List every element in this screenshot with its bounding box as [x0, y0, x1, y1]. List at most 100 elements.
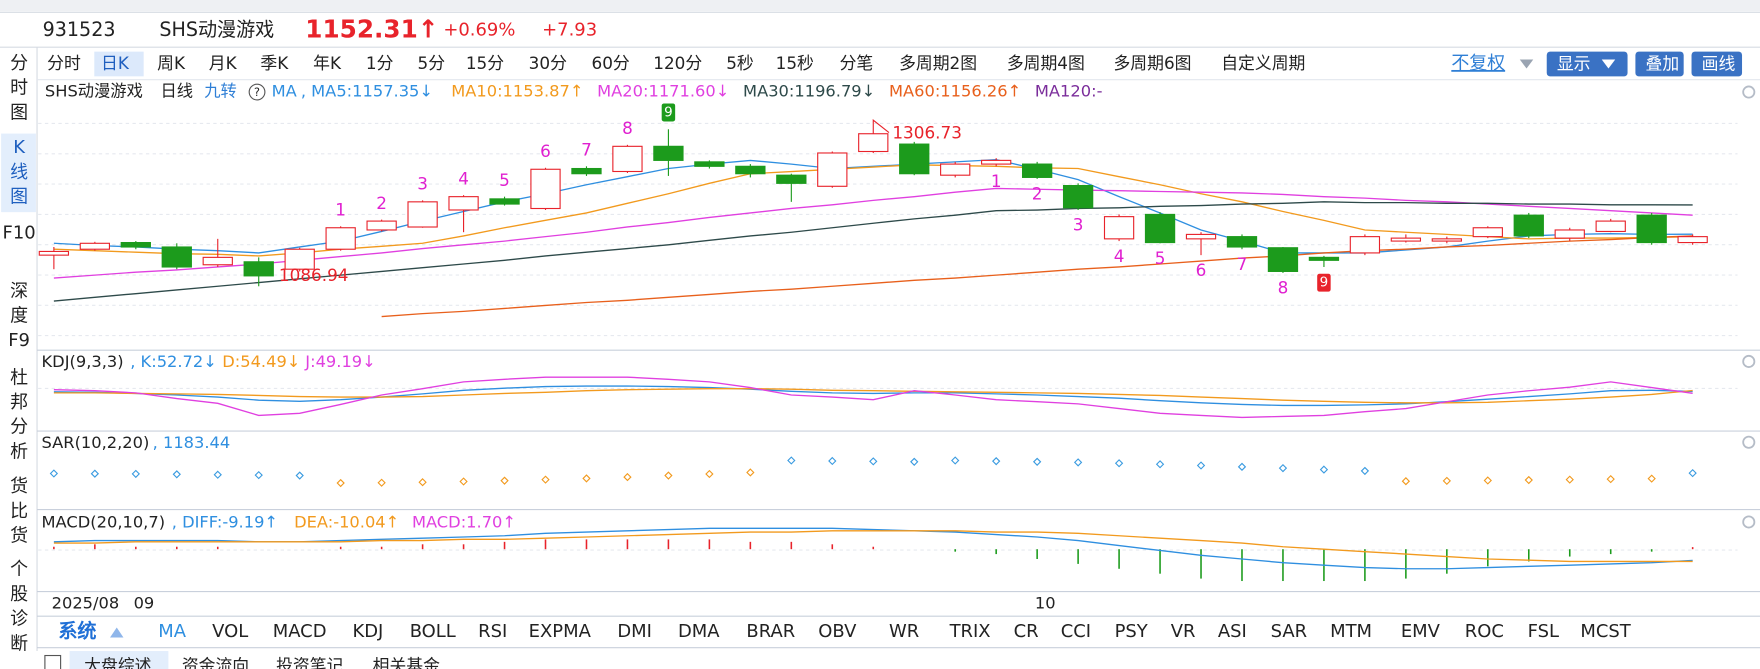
sidebar-item[interactable]: 个股诊断 [10, 559, 28, 654]
candle-body [120, 241, 151, 248]
indicator-tab[interactable]: BRAR [746, 621, 795, 642]
indicator-line [53, 530, 1693, 563]
button-arrow[interactable] [1601, 59, 1616, 69]
period-tab[interactable]: 多周期4图 [1007, 53, 1085, 73]
tab-highlight [94, 51, 144, 77]
sidebar-item[interactable]: 货比货 [10, 476, 28, 546]
td-name[interactable]: 九转 [204, 82, 237, 101]
indicator-tab[interactable]: RSI [478, 621, 507, 642]
sar-dot [1196, 461, 1206, 470]
indicator-tab[interactable]: TRIX [949, 621, 991, 642]
sar-dot [541, 475, 550, 484]
period-tab[interactable]: 5秒 [726, 53, 754, 73]
bottom-tab[interactable]: 投资笔记 [276, 656, 343, 669]
legend-entry: MA10:1153.87↑ [451, 82, 583, 101]
sidebar-item[interactable]: 杜邦分析 [10, 367, 28, 462]
sidebar-item[interactable]: F10 [3, 222, 36, 243]
indicator-tab[interactable]: SAR [1271, 621, 1307, 642]
period-tab[interactable]: 1分 [366, 53, 394, 73]
period-tab[interactable]: 5分 [418, 53, 446, 73]
button[interactable] [1546, 51, 1628, 77]
sar-dot [1073, 458, 1083, 467]
indicator-tab[interactable]: MACD [273, 621, 327, 642]
button[interactable] [1691, 51, 1743, 77]
info-icon-glyph: ? [254, 86, 260, 99]
indicator-tab[interactable]: CR [1014, 621, 1039, 642]
sidebar-item[interactable]: 分时图 [10, 53, 28, 123]
system-arrow[interactable] [110, 627, 124, 638]
button-label[interactable]: 画线 [1702, 54, 1736, 74]
indicator-tab[interactable]: ASI [1218, 621, 1247, 642]
candle-body [1390, 237, 1422, 242]
indicator-tab[interactable]: EMV [1401, 621, 1441, 642]
gear-icon[interactable] [1742, 85, 1756, 99]
sar-dot [1442, 476, 1451, 486]
indicator-tab[interactable]: CCI [1061, 621, 1091, 642]
system-menu[interactable]: 系统 [58, 619, 96, 642]
period-tab[interactable]: 分时 [47, 53, 81, 73]
sar-dot [1483, 476, 1492, 485]
indicator-tab[interactable]: PSY [1115, 621, 1148, 642]
sidebar-item[interactable]: K 线图 [10, 137, 28, 207]
period-tab[interactable]: 月K [209, 53, 238, 73]
period-tab[interactable]: 分笔 [840, 53, 874, 73]
gear-icon[interactable] [1742, 354, 1756, 368]
candle-body [79, 242, 110, 250]
sar-dot [1155, 460, 1165, 469]
guide-lines [38, 122, 1738, 551]
sar-dot [336, 478, 345, 488]
indicator-tab[interactable]: MTM [1330, 621, 1372, 642]
indicator-tab[interactable]: BOLL [410, 621, 456, 642]
checkbox[interactable] [44, 654, 62, 669]
bottom-tab[interactable]: 资金流向 [182, 656, 249, 669]
sar-dot [1606, 474, 1615, 484]
indicator-tab[interactable]: MCST [1580, 621, 1631, 642]
button-label[interactable]: 叠加 [1646, 54, 1680, 74]
period-tab[interactable]: 日K [101, 53, 130, 73]
period-tab[interactable]: 15分 [466, 53, 504, 73]
indicator-tab[interactable]: DMI [617, 621, 652, 642]
sar-dot [1360, 466, 1370, 476]
indicator-tab[interactable]: MA [158, 621, 186, 642]
dropdown-arrow[interactable] [1519, 59, 1534, 69]
period-tab[interactable]: 自定义周期 [1221, 53, 1305, 73]
button[interactable] [1635, 51, 1684, 77]
period-tab[interactable]: 周K [157, 53, 186, 73]
sar-dot [582, 474, 591, 483]
sar-dot [418, 478, 427, 487]
chart-title: SHS动漫游戏 [45, 82, 143, 101]
period-tab[interactable]: 15秒 [776, 53, 814, 73]
period-tab[interactable]: 多周期6图 [1113, 53, 1191, 73]
period-tab[interactable]: 30分 [529, 53, 567, 73]
indicator-tab[interactable]: VR [1171, 621, 1196, 642]
td-badge [1317, 273, 1331, 292]
legend-entry: MA60:1156.26↑ [889, 82, 1021, 101]
indicator-tab[interactable]: WR [889, 621, 919, 642]
gear-icon[interactable] [1742, 435, 1756, 449]
sidebar-item[interactable]: 深度 F9 [8, 281, 30, 351]
sar-dot [992, 457, 1001, 466]
indicator-tab[interactable]: OBV [818, 621, 857, 642]
bottom-tab[interactable]: 相关基金 [373, 656, 440, 669]
candle-body [776, 174, 807, 184]
sar-dot [1319, 465, 1329, 474]
gear-icon[interactable] [1742, 515, 1756, 529]
info-icon[interactable] [248, 83, 266, 101]
indicator-tab[interactable]: VOL [212, 621, 248, 642]
period-tab[interactable]: 年K [313, 53, 342, 73]
indicator-tab[interactable]: EXPMA [529, 621, 592, 642]
period-tab[interactable]: 60分 [592, 53, 630, 73]
period-tab[interactable]: 多周期2图 [899, 53, 977, 73]
legend-entry: MACD:1.70↑ [412, 513, 516, 532]
bottom-tab[interactable]: 大盘综述 [84, 656, 151, 669]
indicator-tab[interactable]: FSL [1528, 621, 1559, 642]
td-count: 5 [1155, 248, 1166, 268]
period-tab[interactable]: 季K [260, 53, 289, 73]
indicator-tab[interactable]: KDJ [352, 621, 383, 642]
period-tab[interactable]: 120分 [653, 53, 702, 73]
button-label[interactable]: 显示 [1557, 54, 1591, 74]
sar-dot [787, 456, 796, 465]
indicator-tab[interactable]: ROC [1465, 621, 1504, 642]
indicator-tab[interactable]: DMA [678, 621, 720, 642]
adjust-select[interactable]: 不复权 [1451, 53, 1505, 74]
